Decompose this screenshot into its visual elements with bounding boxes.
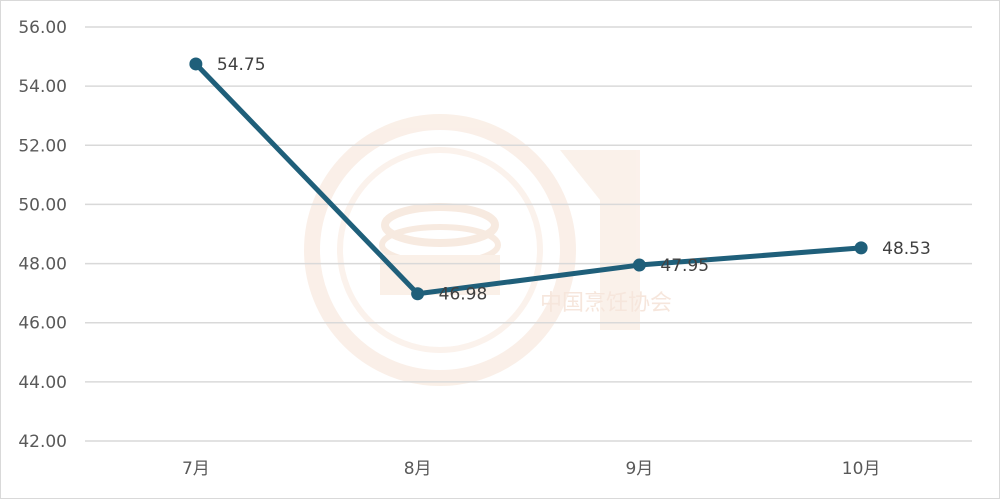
grid-lines bbox=[85, 26, 972, 442]
series-polyline bbox=[193, 61, 864, 297]
data-point bbox=[632, 258, 646, 272]
y-tick-label: 44.00 bbox=[18, 373, 67, 393]
y-tick-label: 42.00 bbox=[18, 432, 67, 452]
data-point bbox=[854, 241, 868, 255]
y-tick-label: 48.00 bbox=[18, 255, 67, 275]
data-labels: 54.75 46.98 47.95 48.53 bbox=[217, 55, 931, 305]
y-axis-ticks: 42.00 44.00 46.00 48.00 50.00 52.00 54.00 56.00 bbox=[18, 18, 67, 452]
x-tick-label: 7月 bbox=[182, 459, 210, 479]
x-tick-label: 10月 bbox=[842, 459, 881, 479]
data-label: 48.53 bbox=[882, 239, 931, 259]
watermark-logo: 中国烹饪协会 bbox=[304, 114, 672, 386]
y-tick-label: 56.00 bbox=[18, 18, 67, 38]
x-tick-label: 9月 bbox=[625, 459, 653, 479]
watermark-text: 中国烹饪协会 bbox=[540, 291, 672, 316]
y-tick-label: 52.00 bbox=[18, 136, 67, 156]
y-tick-label: 50.00 bbox=[18, 195, 67, 215]
data-label: 54.75 bbox=[217, 55, 266, 75]
y-tick-label: 46.00 bbox=[18, 314, 67, 334]
data-point bbox=[189, 57, 203, 71]
series-line bbox=[193, 61, 864, 297]
data-point bbox=[411, 287, 425, 301]
series-points bbox=[189, 57, 868, 301]
data-label: 46.98 bbox=[439, 285, 488, 305]
data-label: 47.95 bbox=[660, 256, 709, 276]
x-axis-ticks: 7月 8月 9月 10月 bbox=[182, 459, 880, 479]
x-tick-label: 8月 bbox=[404, 459, 432, 479]
y-tick-label: 54.00 bbox=[18, 77, 67, 97]
